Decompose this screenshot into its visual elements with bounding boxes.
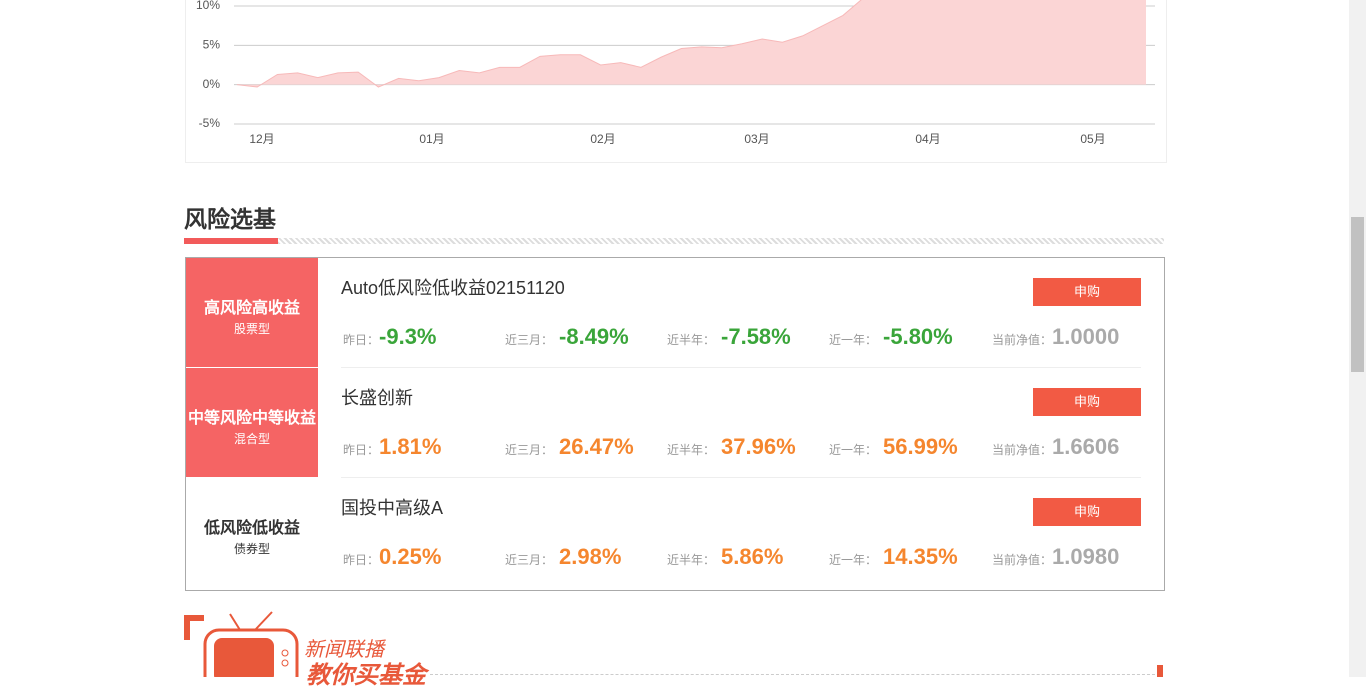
- stat-value: 26.47%: [559, 434, 634, 459]
- stat-value: 1.81%: [379, 434, 442, 459]
- stat-value: -9.3%: [379, 324, 437, 349]
- x-tick-label: 01月: [419, 132, 444, 146]
- fund-stat: 近一年： 14.35%: [829, 544, 958, 570]
- stat-value: 0.25%: [379, 544, 442, 569]
- fund-stat: 当前净值：1.6606: [992, 434, 1119, 460]
- stat-label: 近一年：: [829, 333, 878, 347]
- fund-stat: 近一年： -5.80%: [829, 324, 953, 350]
- fund-stat: 昨日：1.81%: [343, 434, 441, 460]
- tier-cell: 高风险高收益 股票型: [186, 258, 318, 368]
- fund-stat: 昨日：0.25%: [343, 544, 441, 570]
- line: [236, 0, 862, 88]
- area: [237, 0, 1146, 88]
- row-divider: [341, 367, 1141, 368]
- tier-type: 股票型: [233, 322, 270, 336]
- y-tick-label: 0%: [203, 77, 221, 91]
- fund-stat: 近三月： -8.49%: [505, 324, 629, 350]
- fund-name: Auto低风险低收益02151120: [341, 278, 565, 298]
- fund-box: [185, 257, 1165, 591]
- chart: 10% 5% 0% -5% 12月 01月 02月 03月 04月 05月: [196, 0, 1155, 146]
- stat-value: 2.98%: [559, 544, 622, 569]
- fund-stat: 昨日：-9.3%: [343, 324, 437, 350]
- tier-cell: 低风险低收益 债券型: [186, 478, 318, 587]
- stat-value: 37.96%: [721, 434, 796, 459]
- stat-value: 1.0980: [1052, 544, 1120, 569]
- fund-stat: 近三月： 2.98%: [505, 544, 621, 570]
- stat-label: 当前净值：: [992, 443, 1053, 457]
- fund-name: 长盛创新: [341, 388, 413, 408]
- fund-stat: 近半年： -7.58%: [667, 324, 791, 350]
- buy-button[interactable]: 申购: [1033, 498, 1141, 526]
- x-tick-label: 04月: [915, 132, 940, 146]
- stat-value: 1.6606: [1052, 434, 1120, 459]
- stat-value: 14.35%: [883, 544, 958, 569]
- stat-label: 近半年：: [667, 553, 716, 567]
- fund-stat: 当前净值：1.0980: [992, 544, 1119, 570]
- stat-label: 近半年：: [667, 333, 716, 347]
- tier-name: 高风险高收益: [203, 300, 300, 317]
- banner-corner: [184, 615, 204, 621]
- tier-name: 中等风险中等收益: [187, 410, 316, 427]
- tier-name: 低风险低收益: [203, 520, 300, 537]
- banner-corner: [184, 615, 190, 640]
- tier-type: 债券型: [233, 542, 270, 556]
- stat-label: 当前净值：: [992, 333, 1053, 347]
- fund-stat: 当前净值：1.0000: [992, 324, 1119, 350]
- banner-line2: 教你买基金: [306, 662, 426, 689]
- fund-name: 国投中高级A: [341, 498, 444, 518]
- x-tick-label: 12月: [249, 132, 274, 146]
- buy-button[interactable]: 申购: [1033, 278, 1141, 306]
- x-tick-label: 03月: [744, 132, 769, 146]
- stat-label: 昨日：: [343, 553, 380, 567]
- stat-label: 近半年：: [667, 443, 716, 457]
- fund-stat: 近一年： 56.99%: [829, 434, 958, 460]
- stat-value: 56.99%: [883, 434, 958, 459]
- banner-rule: [430, 674, 1160, 675]
- stat-label: 近一年：: [829, 553, 878, 567]
- scrollbar-thumb[interactable]: [1351, 217, 1364, 372]
- buy-button[interactable]: 申购: [1033, 388, 1141, 416]
- y-tick-label: -5%: [199, 116, 221, 130]
- stat-value: 5.86%: [721, 544, 784, 569]
- stat-value: -8.49%: [559, 324, 629, 349]
- y-tick-label: 5%: [203, 38, 221, 52]
- chart-panel: [185, 0, 1167, 163]
- stat-label: 昨日：: [343, 443, 380, 457]
- row-divider: [341, 477, 1141, 478]
- x-tick-label: 02月: [590, 132, 615, 146]
- banner-line1: 新闻联播: [304, 639, 384, 661]
- stat-label: 近三月：: [505, 553, 554, 567]
- y-tick-label: 10%: [196, 0, 220, 12]
- fund-stat: 近三月： 26.47%: [505, 434, 634, 460]
- section-title: 风险选基: [184, 206, 276, 232]
- stat-value: -5.80%: [883, 324, 953, 349]
- x-tick-label: 05月: [1080, 132, 1105, 146]
- stat-label: 近一年：: [829, 443, 878, 457]
- title-rule: [278, 238, 1164, 244]
- fund-stat: 近半年： 37.96%: [667, 434, 796, 460]
- stat-value: 1.0000: [1052, 324, 1120, 349]
- stat-label: 当前净值：: [992, 553, 1053, 567]
- banner-corner: [1157, 665, 1163, 677]
- stat-label: 昨日：: [343, 333, 380, 347]
- stat-label: 近三月：: [505, 333, 554, 347]
- title-accent: [184, 238, 278, 244]
- stat-value: -7.58%: [721, 324, 791, 349]
- stat-label: 近三月：: [505, 443, 554, 457]
- tier-type: 混合型: [233, 432, 270, 446]
- tier-cell: 中等风险中等收益 混合型: [186, 368, 318, 478]
- fund-stat: 近半年： 5.86%: [667, 544, 783, 570]
- tv-icon: [203, 611, 299, 677]
